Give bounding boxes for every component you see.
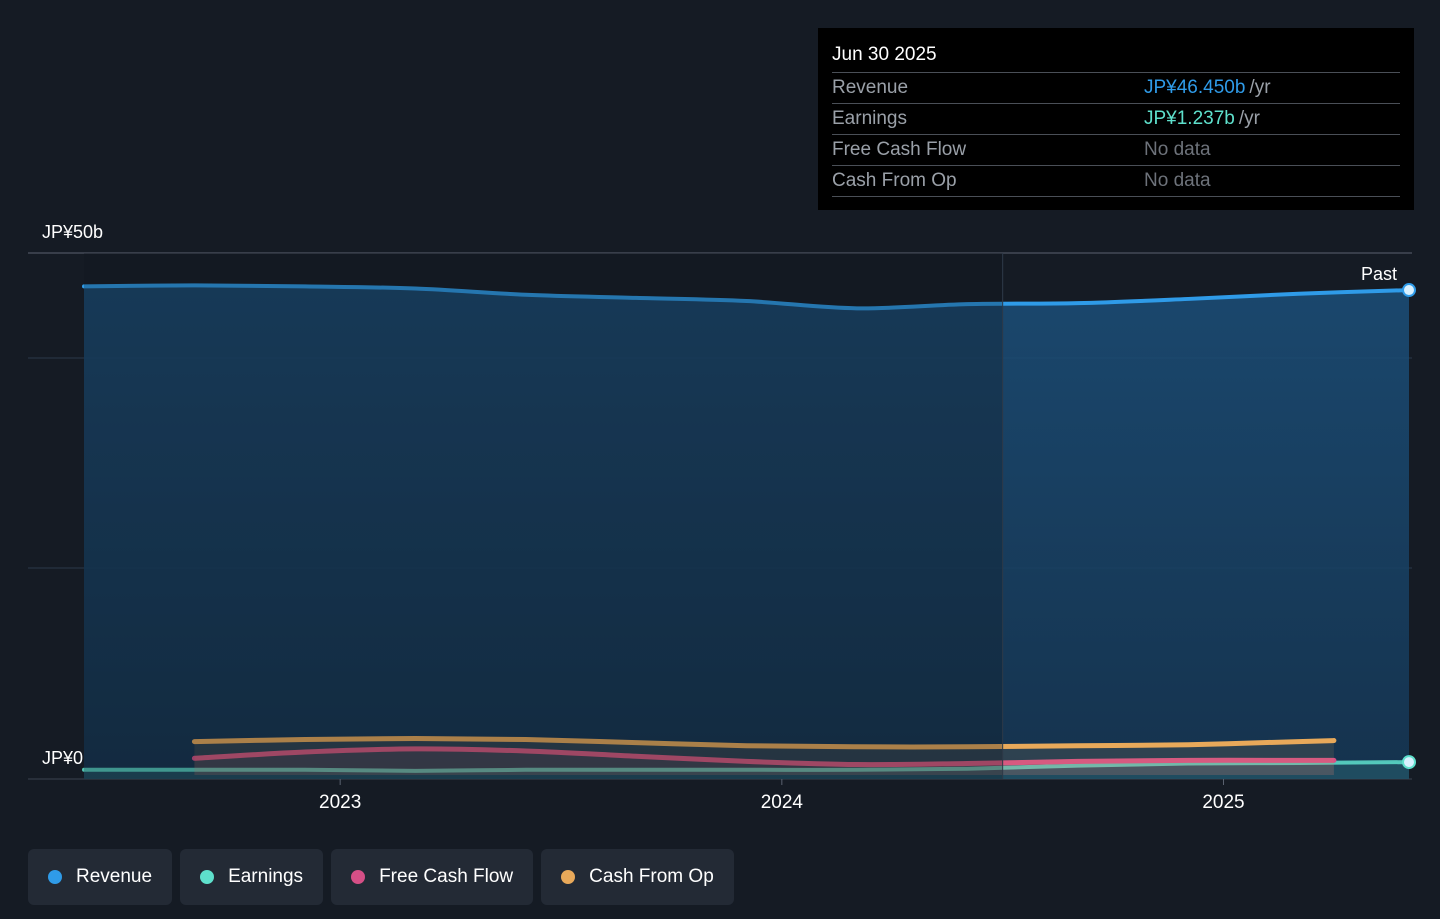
legend-item-cash-from-op[interactable]: Cash From Op	[541, 849, 734, 905]
tooltip-value: No data	[1144, 139, 1211, 160]
past-label: Past	[1361, 264, 1397, 284]
cash-from-op-line	[191, 735, 1337, 750]
revenue-dot-icon	[48, 870, 62, 884]
tooltip-row-earnings: Earnings JP¥1.237b/yr	[832, 103, 1400, 134]
legend-label: Revenue	[76, 866, 153, 887]
tooltip-label: Revenue	[832, 77, 909, 98]
tooltip-value-amount: JP¥46.450b	[1144, 77, 1246, 98]
tooltip-row-revenue: Revenue JP¥46.450b/yr	[832, 72, 1400, 103]
legend-label: Free Cash Flow	[379, 866, 514, 887]
revenue-area	[84, 285, 1409, 779]
tooltip-label: Earnings	[832, 108, 907, 129]
tooltip-value: JP¥1.237b/yr	[1144, 104, 1260, 134]
x-tick-label: 2024	[761, 792, 804, 813]
tooltip-row-cash-from-op: Cash From Op No data	[832, 165, 1400, 197]
earnings-endpoint-marker	[1402, 755, 1416, 770]
free-cash-flow-area	[194, 748, 1334, 775]
free-cash-flow-line	[191, 746, 1337, 768]
tooltip-label: Cash From Op	[832, 170, 957, 191]
tooltip-panel: Jun 30 2025 Revenue JP¥46.450b/yr Earnin…	[818, 28, 1414, 210]
legend-item-revenue[interactable]: Revenue	[28, 849, 173, 905]
free-cash-flow-dot-icon	[351, 870, 366, 884]
legend: Revenue Earnings Free Cash Flow Cash Fro…	[28, 849, 734, 905]
earnings-dot-icon	[200, 870, 215, 884]
y-axis-top-label: JP¥50b	[42, 222, 103, 242]
x-tick-label: 2023	[319, 792, 361, 813]
tooltip-row-free-cash-flow: Free Cash Flow No data	[832, 134, 1400, 165]
tooltip-value: No data	[1144, 170, 1211, 191]
legend-item-free-cash-flow[interactable]: Free Cash Flow	[331, 849, 534, 905]
tooltip-value-unit: /yr	[1238, 108, 1260, 129]
x-tick-label: 2025	[1202, 792, 1244, 813]
legend-item-earnings[interactable]: Earnings	[180, 849, 324, 905]
legend-label: Cash From Op	[589, 866, 714, 887]
revenue-line	[82, 283, 1411, 311]
tooltip-value-amount: JP¥1.237b	[1144, 108, 1235, 129]
earnings-line	[82, 760, 1411, 773]
revenue-endpoint-marker	[1402, 283, 1416, 298]
legend-label: Earnings	[228, 866, 304, 887]
tooltip-value: JP¥46.450b/yr	[1144, 73, 1271, 103]
tooltip-date: Jun 30 2025	[832, 44, 937, 65]
tooltip-label: Free Cash Flow	[832, 139, 967, 160]
tooltip-value-unit: /yr	[1249, 77, 1271, 98]
past-shade	[84, 253, 1003, 779]
cash-from-op-dot-icon	[561, 870, 576, 884]
y-axis-bottom-label: JP¥0	[42, 748, 83, 768]
